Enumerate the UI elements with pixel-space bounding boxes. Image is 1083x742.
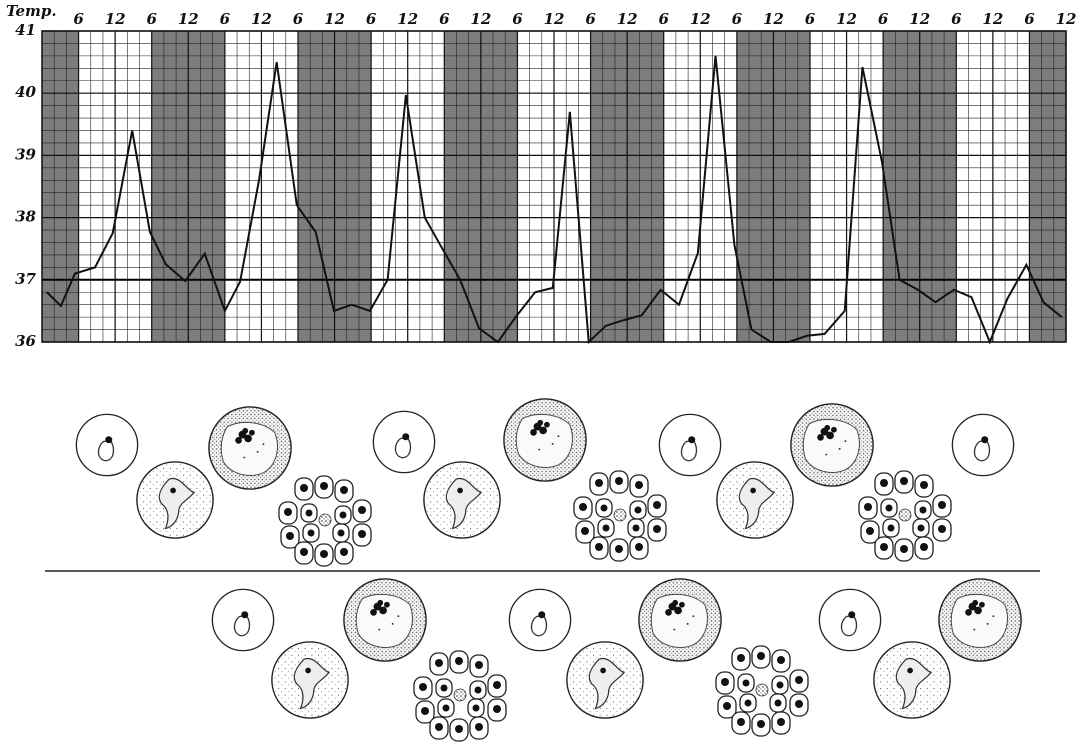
amoeboid-parasite (716, 461, 794, 539)
x-tick-label: 12 (397, 10, 418, 28)
x-tick-label: 6 (1024, 10, 1035, 28)
ring-parasite (951, 413, 1015, 477)
x-tick-label: 12 (617, 10, 638, 28)
segmenting-parasite (573, 470, 667, 562)
amoeboid-parasite (873, 641, 951, 719)
x-tick-label: 12 (251, 10, 272, 28)
x-tick-label: 6 (732, 10, 743, 28)
ring-parasite (818, 588, 882, 652)
y-tick-label: 37 (15, 270, 36, 288)
x-tick-label: 12 (178, 10, 199, 28)
x-tick-label: 6 (293, 10, 304, 28)
x-tick-label: 12 (909, 10, 930, 28)
amoeboid-parasite (423, 461, 501, 539)
x-tick-label: 12 (836, 10, 857, 28)
pigmented-parasite (638, 578, 722, 662)
pigmented-parasite (343, 578, 427, 662)
segmenting-parasite (278, 475, 372, 567)
x-tick-label: 6 (805, 10, 816, 28)
y-tick-label: 36 (15, 332, 36, 350)
ring-parasite (372, 410, 436, 474)
ring-parasite (75, 413, 139, 477)
pigmented-parasite (503, 398, 587, 482)
x-tick-label: 12 (544, 10, 565, 28)
segmenting-parasite (715, 645, 809, 737)
plot: 36 37 38 39 40 41 6 12 6 12 6 12 6 12 6 12 6 12 6 12 6 12 6 12 6… (15, 10, 1076, 350)
x-tick-label: 12 (1056, 10, 1077, 28)
temperature-line (46, 55, 1063, 345)
x-tick-label: 6 (951, 10, 962, 28)
y-axis-label: Temp. (6, 2, 57, 20)
pigmented-parasite (938, 578, 1022, 662)
illustrations (45, 398, 1040, 742)
x-tick-label: 12 (324, 10, 345, 28)
segmenting-parasite (858, 470, 952, 562)
x-tick-label: 12 (470, 10, 491, 28)
x-tick-label: 6 (878, 10, 889, 28)
x-tick-label: 12 (105, 10, 126, 28)
x-tick-label: 6 (585, 10, 596, 28)
ring-parasite (508, 588, 572, 652)
x-tick-label: 6 (658, 10, 669, 28)
pigmented-parasite (790, 403, 874, 487)
night-band (1029, 31, 1066, 342)
pigmented-parasite (208, 406, 292, 490)
ring-parasite (658, 413, 722, 477)
segmenting-parasite (413, 650, 507, 742)
x-tick-label: 6 (146, 10, 157, 28)
x-tick-label: 6 (73, 10, 84, 28)
ring-parasite (211, 588, 275, 652)
amoeboid-parasite (271, 641, 349, 719)
x-tick-label: 12 (982, 10, 1003, 28)
x-tick-label: 12 (690, 10, 711, 28)
night-band (42, 31, 79, 342)
y-tick-label: 39 (15, 145, 36, 163)
x-tick-label: 6 (220, 10, 231, 28)
x-tick-label: 6 (439, 10, 450, 28)
amoeboid-parasite (566, 641, 644, 719)
plot-frame (41, 30, 1067, 343)
x-tick-label: 12 (763, 10, 784, 28)
y-tick-label: 40 (15, 83, 36, 101)
y-tick-label: 41 (15, 21, 36, 39)
x-tick-label: 6 (512, 10, 523, 28)
amoeboid-parasite (136, 461, 214, 539)
x-tick-label: 6 (366, 10, 377, 28)
y-tick-label: 38 (15, 208, 36, 226)
